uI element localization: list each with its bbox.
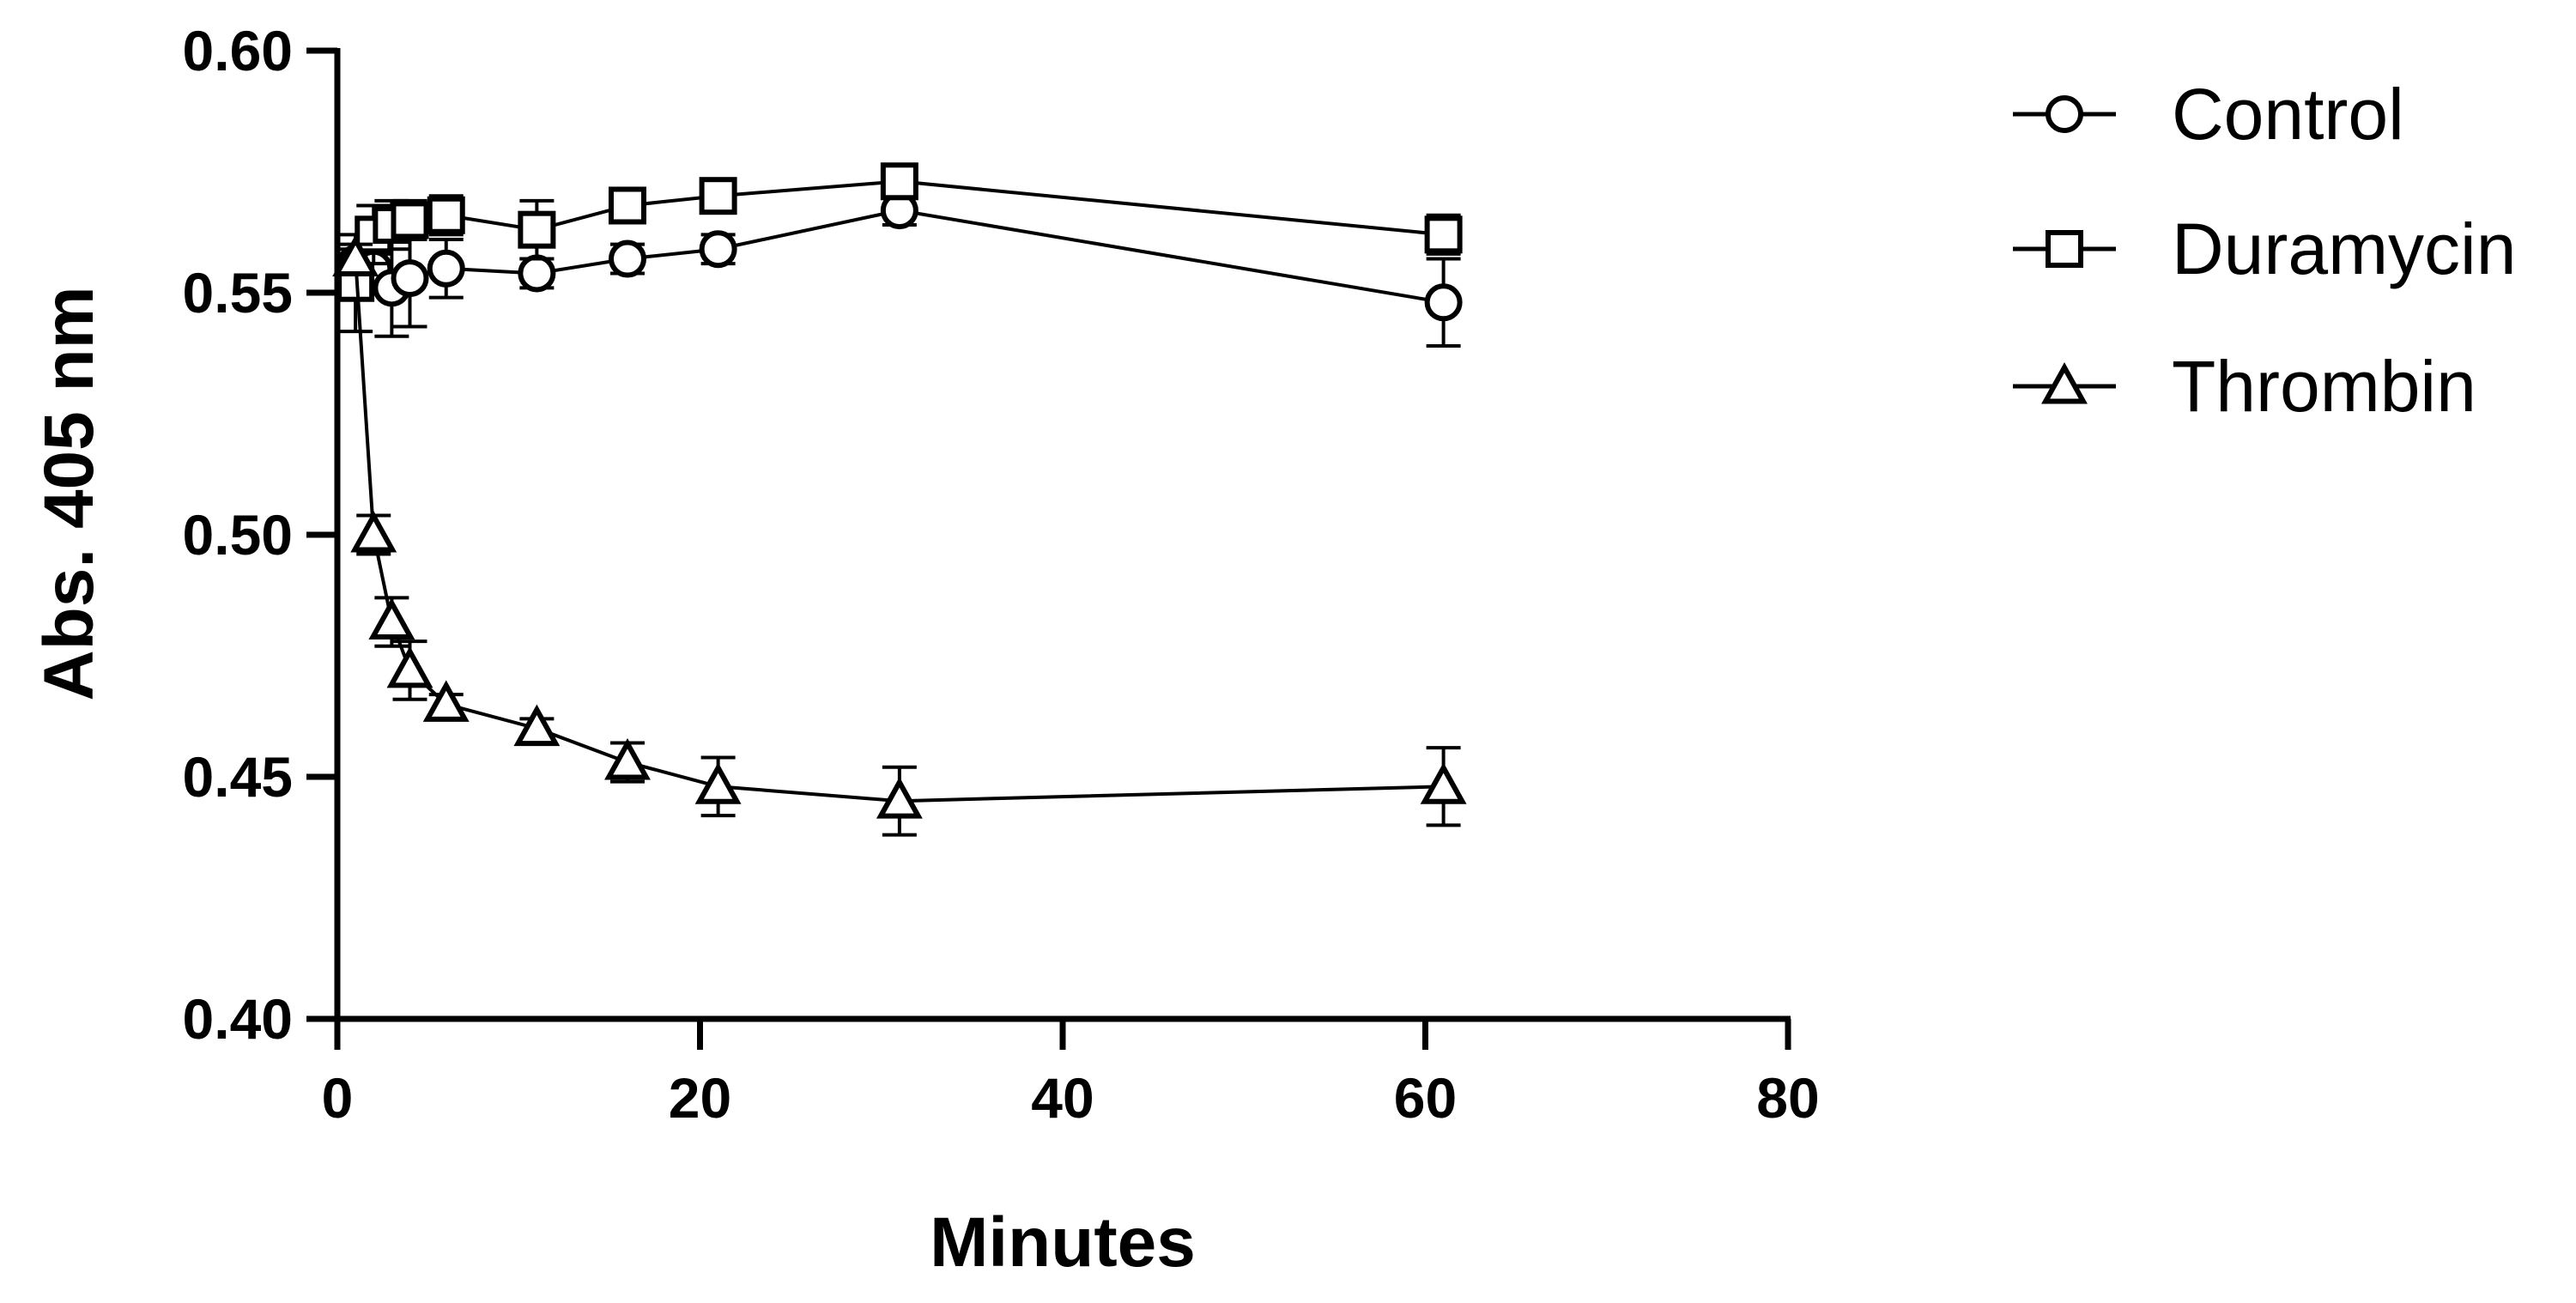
data-point-control bbox=[609, 239, 646, 278]
data-point-control bbox=[1424, 283, 1463, 322]
legend-entry-thrombin: Thrombin bbox=[2013, 346, 2476, 427]
series-thrombin bbox=[332, 234, 1467, 837]
data-point-thrombin bbox=[368, 597, 415, 639]
data-point-thrombin bbox=[386, 645, 433, 688]
y-tick-label: 0.45 bbox=[183, 745, 293, 809]
x-tick-label: 80 bbox=[1756, 1066, 1819, 1130]
data-point-thrombin bbox=[332, 234, 379, 276]
y-tick-label: 0.60 bbox=[183, 19, 293, 82]
data-point-duramycin bbox=[391, 201, 429, 239]
x-tick-label: 60 bbox=[1394, 1066, 1457, 1130]
y-tick-label: 0.55 bbox=[183, 261, 293, 324]
data-point-thrombin bbox=[694, 762, 742, 804]
series-line-thrombin bbox=[354, 258, 1444, 803]
legend-marker-control bbox=[2046, 95, 2083, 133]
data-point-thrombin bbox=[604, 738, 651, 780]
data-point-control bbox=[699, 230, 737, 269]
axes bbox=[334, 48, 1791, 1022]
ticks: 0.40 0.45 0.50 0.55 0.60 0 20 40 60 80 bbox=[183, 19, 1820, 1130]
data-point-thrombin bbox=[513, 704, 561, 747]
legend-entry-duramycin: Duramycin bbox=[2013, 209, 2516, 289]
x-tick-label: 20 bbox=[669, 1066, 731, 1130]
data-point-duramycin bbox=[699, 177, 737, 215]
data-point-duramycin bbox=[609, 186, 646, 225]
legend-label-thrombin: Thrombin bbox=[2172, 346, 2476, 427]
y-tick-label: 0.50 bbox=[183, 503, 293, 567]
plot-area bbox=[332, 162, 1467, 837]
legend-label-duramycin: Duramycin bbox=[2172, 209, 2516, 289]
series-duramycin bbox=[336, 162, 1463, 334]
data-point-duramycin bbox=[518, 210, 556, 249]
legend-entry-control: Control bbox=[2013, 74, 2404, 155]
x-tick-label: 0 bbox=[322, 1066, 354, 1130]
data-point-thrombin bbox=[1420, 762, 1467, 804]
series-control bbox=[336, 191, 1463, 348]
data-point-duramycin bbox=[427, 196, 465, 234]
data-point-control bbox=[427, 249, 465, 288]
x-tick-label: 40 bbox=[1031, 1066, 1094, 1130]
data-point-thrombin bbox=[876, 777, 923, 819]
data-point-control bbox=[518, 254, 556, 293]
y-tick-label: 0.40 bbox=[183, 987, 293, 1051]
legend-label-control: Control bbox=[2172, 74, 2404, 155]
data-point-control bbox=[391, 259, 429, 298]
data-point-thrombin bbox=[350, 510, 397, 553]
data-point-thrombin bbox=[422, 680, 470, 722]
data-point-duramycin bbox=[1424, 215, 1463, 254]
x-axis-title: Minutes bbox=[930, 1203, 1196, 1282]
data-point-duramycin bbox=[880, 162, 918, 201]
legend-marker-duramycin bbox=[2046, 230, 2083, 268]
legend-marker-thrombin bbox=[2041, 361, 2088, 404]
y-axis-title: Abs. 405 nm bbox=[30, 286, 108, 700]
legend: Control Duramycin Thrombin bbox=[2013, 74, 2516, 427]
